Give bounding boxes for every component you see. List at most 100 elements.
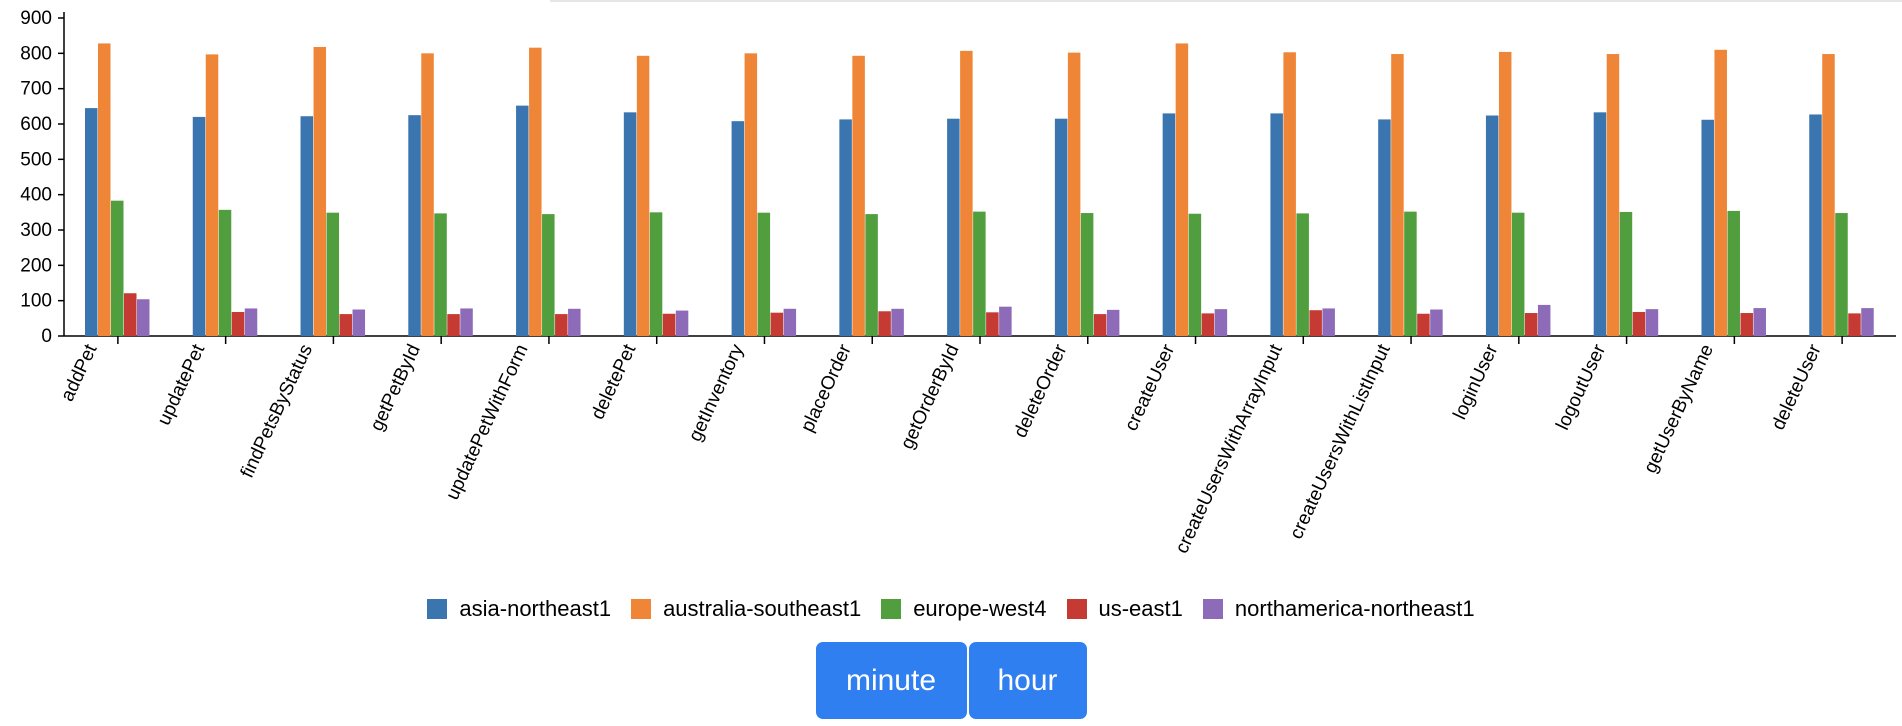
bar-us-east1-deletePet [662, 313, 676, 336]
bar-us-east1-placeOrder [878, 311, 891, 336]
x-tick-label: loginUser [1450, 341, 1503, 423]
bar-us-east1-getPetById [447, 314, 460, 336]
bar-asia-northeast1-createUser [1162, 113, 1176, 337]
bar-northamerica-northeast1-getInventory [783, 308, 797, 336]
bar-northamerica-northeast1-getOrderById [999, 306, 1012, 336]
bar-australia-southeast1-createUser [1175, 43, 1189, 336]
bar-us-east1-getUserByName [1740, 313, 1753, 336]
bar-asia-northeast1-updatePet [192, 116, 206, 336]
bar-europe-west4-placeOrder [865, 214, 878, 336]
bar-europe-west4-getOrderById [973, 211, 986, 336]
bar-australia-southeast1-deletePet [636, 55, 650, 336]
bar-australia-southeast1-createUsersWithListInput [1391, 54, 1404, 336]
y-tick-label: 200 [20, 255, 52, 276]
bar-us-east1-updatePet [231, 311, 245, 336]
y-tick-label: 100 [20, 291, 52, 312]
bar-asia-northeast1-addPet [85, 108, 98, 336]
legend-item: asia-northeast1 [427, 596, 611, 622]
x-tick-label: createUsersWithArrayInput [1172, 341, 1288, 557]
x-tick-label: updatePet [154, 341, 210, 429]
grouped-bar-chart: 0 100 200 300 400 500 600 700 800 900 addPet update… [20, 8, 1896, 557]
bar-northamerica-northeast1-loginUser [1537, 304, 1551, 336]
legend-swatch [1066, 599, 1087, 619]
bar-northamerica-northeast1-getUserByName [1753, 308, 1766, 336]
x-tick-label: updatePetWithForm [442, 341, 532, 503]
bar-us-east1-findPetsByStatus [339, 314, 353, 336]
minute-button[interactable]: minute [815, 642, 967, 719]
bar-europe-west4-deleteUser [1835, 213, 1848, 336]
bar-europe-west4-getPetById [434, 213, 447, 336]
x-tick-label: getPetById [367, 341, 425, 434]
bar-northamerica-northeast1-deleteUser [1861, 308, 1874, 336]
bar-northamerica-northeast1-logoutUser [1645, 309, 1659, 336]
x-tick-label: findPetsByStatus [237, 341, 317, 481]
bar-australia-southeast1-getInventory [744, 53, 758, 336]
bar-northamerica-northeast1-placeOrder [891, 308, 904, 336]
bar-australia-southeast1-placeOrder [852, 55, 865, 336]
bar-asia-northeast1-getPetById [408, 115, 421, 337]
legend-label: australia-southeast1 [663, 596, 862, 621]
y-tick-label: 500 [20, 149, 52, 170]
bar-us-east1-getOrderById [986, 312, 999, 336]
bar-australia-southeast1-getUserByName [1714, 49, 1727, 337]
legend-item: northamerica-northeast1 [1202, 596, 1475, 622]
legend-swatch [427, 599, 448, 619]
bar-australia-southeast1-loginUser [1498, 51, 1512, 337]
bar-northamerica-northeast1-updatePet [244, 308, 258, 336]
bar-asia-northeast1-logoutUser [1593, 112, 1607, 336]
bar-northamerica-northeast1-createUser [1214, 309, 1228, 336]
bar-asia-northeast1-placeOrder [839, 119, 852, 336]
bar-us-east1-createUsersWithListInput [1417, 313, 1430, 336]
hour-button[interactable]: hour [968, 642, 1087, 719]
bar-europe-west4-addPet [111, 200, 124, 336]
y-tick-label: 800 [20, 43, 52, 64]
bar-australia-southeast1-getPetById [421, 53, 434, 336]
bar-northamerica-northeast1-deletePet [675, 310, 689, 336]
chart-svg: 0 100 200 300 400 500 600 700 800 900 addPet update… [20, 8, 1896, 557]
legend-label: europe-west4 [913, 596, 1047, 621]
x-tick-label: getInventory [685, 341, 748, 445]
x-tick-label: createUsersWithListInput [1286, 341, 1395, 543]
bar-europe-west4-findPetsByStatus [326, 212, 340, 336]
bar-asia-northeast1-deletePet [623, 112, 637, 336]
bar-us-east1-deleteUser [1848, 313, 1861, 336]
bar-europe-west4-updatePet [218, 209, 232, 336]
bar-us-east1-logoutUser [1632, 311, 1646, 336]
bar-australia-southeast1-findPetsByStatus [313, 46, 327, 337]
bar-asia-northeast1-updatePetWithForm [516, 105, 529, 336]
bar-us-east1-getInventory [770, 312, 784, 336]
bar-northamerica-northeast1-createUsersWithArrayInput [1322, 308, 1335, 336]
bar-australia-southeast1-updatePetWithForm [529, 47, 542, 337]
bar-europe-west4-deletePet [649, 212, 663, 336]
bar-europe-west4-deleteOrder [1080, 213, 1094, 336]
bar-europe-west4-createUsersWithArrayInput [1296, 213, 1309, 336]
top-divider [550, 0, 1902, 2]
bar-australia-southeast1-deleteUser [1822, 54, 1835, 336]
bar-asia-northeast1-createUsersWithListInput [1378, 119, 1391, 336]
x-tick-label: logoutUser [1552, 341, 1610, 434]
y-tick-label: 700 [20, 79, 52, 100]
legend-label: us-east1 [1098, 596, 1183, 621]
bar-asia-northeast1-deleteUser [1809, 114, 1822, 337]
x-tick-label: deletePet [587, 341, 640, 423]
bar-asia-northeast1-loginUser [1485, 115, 1499, 337]
bar-asia-northeast1-getOrderById [947, 118, 960, 336]
y-tick-label: 900 [20, 8, 52, 29]
legend-swatch [881, 599, 902, 619]
bar-australia-southeast1-createUsersWithArrayInput [1283, 52, 1296, 336]
legend-swatch [1202, 599, 1223, 619]
bar-northamerica-northeast1-deleteOrder [1106, 309, 1120, 336]
bar-us-east1-createUser [1201, 313, 1215, 336]
legend-item: australia-southeast1 [631, 596, 861, 622]
y-tick-label: 300 [20, 220, 52, 241]
bar-us-east1-createUsersWithArrayInput [1309, 310, 1322, 336]
bar-asia-northeast1-deleteOrder [1054, 118, 1068, 336]
bar-us-east1-deleteOrder [1093, 314, 1107, 336]
bar-australia-southeast1-addPet [98, 43, 111, 336]
bar-us-east1-updatePetWithForm [555, 314, 568, 336]
bar-northamerica-northeast1-createUsersWithListInput [1430, 309, 1443, 336]
bar-northamerica-northeast1-findPetsByStatus [352, 309, 366, 336]
bar-europe-west4-getUserByName [1727, 210, 1740, 336]
x-tick-label: addPet [57, 341, 102, 405]
legend-swatch [631, 599, 652, 619]
